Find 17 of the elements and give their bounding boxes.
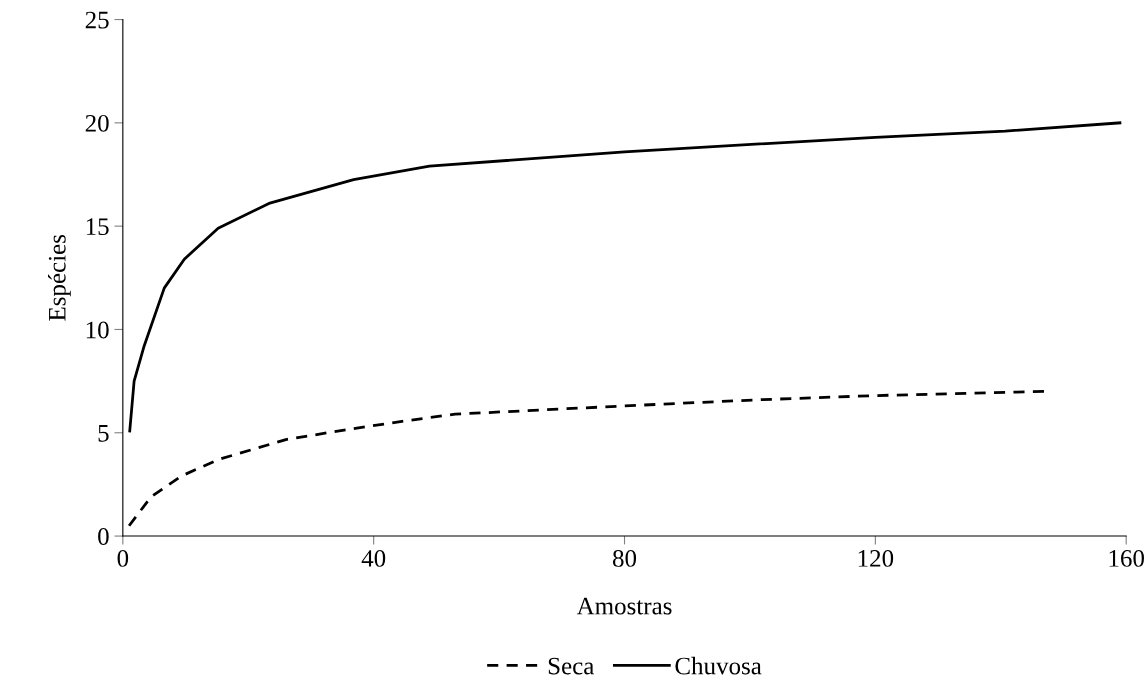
- y-tick-label: 15: [86, 218, 109, 236]
- line-series: [127, 390, 1047, 528]
- x-tick-label: 80: [612, 549, 637, 567]
- x-axis-title: Amostras: [576, 597, 672, 615]
- x-tick-label: 120: [858, 549, 894, 567]
- y-tick-label: 25: [85, 11, 109, 29]
- y-axis-title: Espécies: [48, 234, 71, 321]
- x-tick-label: 40: [361, 549, 386, 567]
- y-tick-label: 20: [85, 114, 109, 132]
- legend-label: Seca: [548, 657, 595, 675]
- legend-label: Chuvosa: [675, 656, 762, 675]
- line-series: [128, 121, 1122, 433]
- y-tick-label: 5: [98, 425, 109, 442]
- x-tick-label: 0: [117, 549, 129, 567]
- x-tick-label: 160: [1109, 549, 1144, 567]
- y-tick-label: 0: [98, 528, 109, 545]
- y-tick-label: 10: [86, 321, 109, 339]
